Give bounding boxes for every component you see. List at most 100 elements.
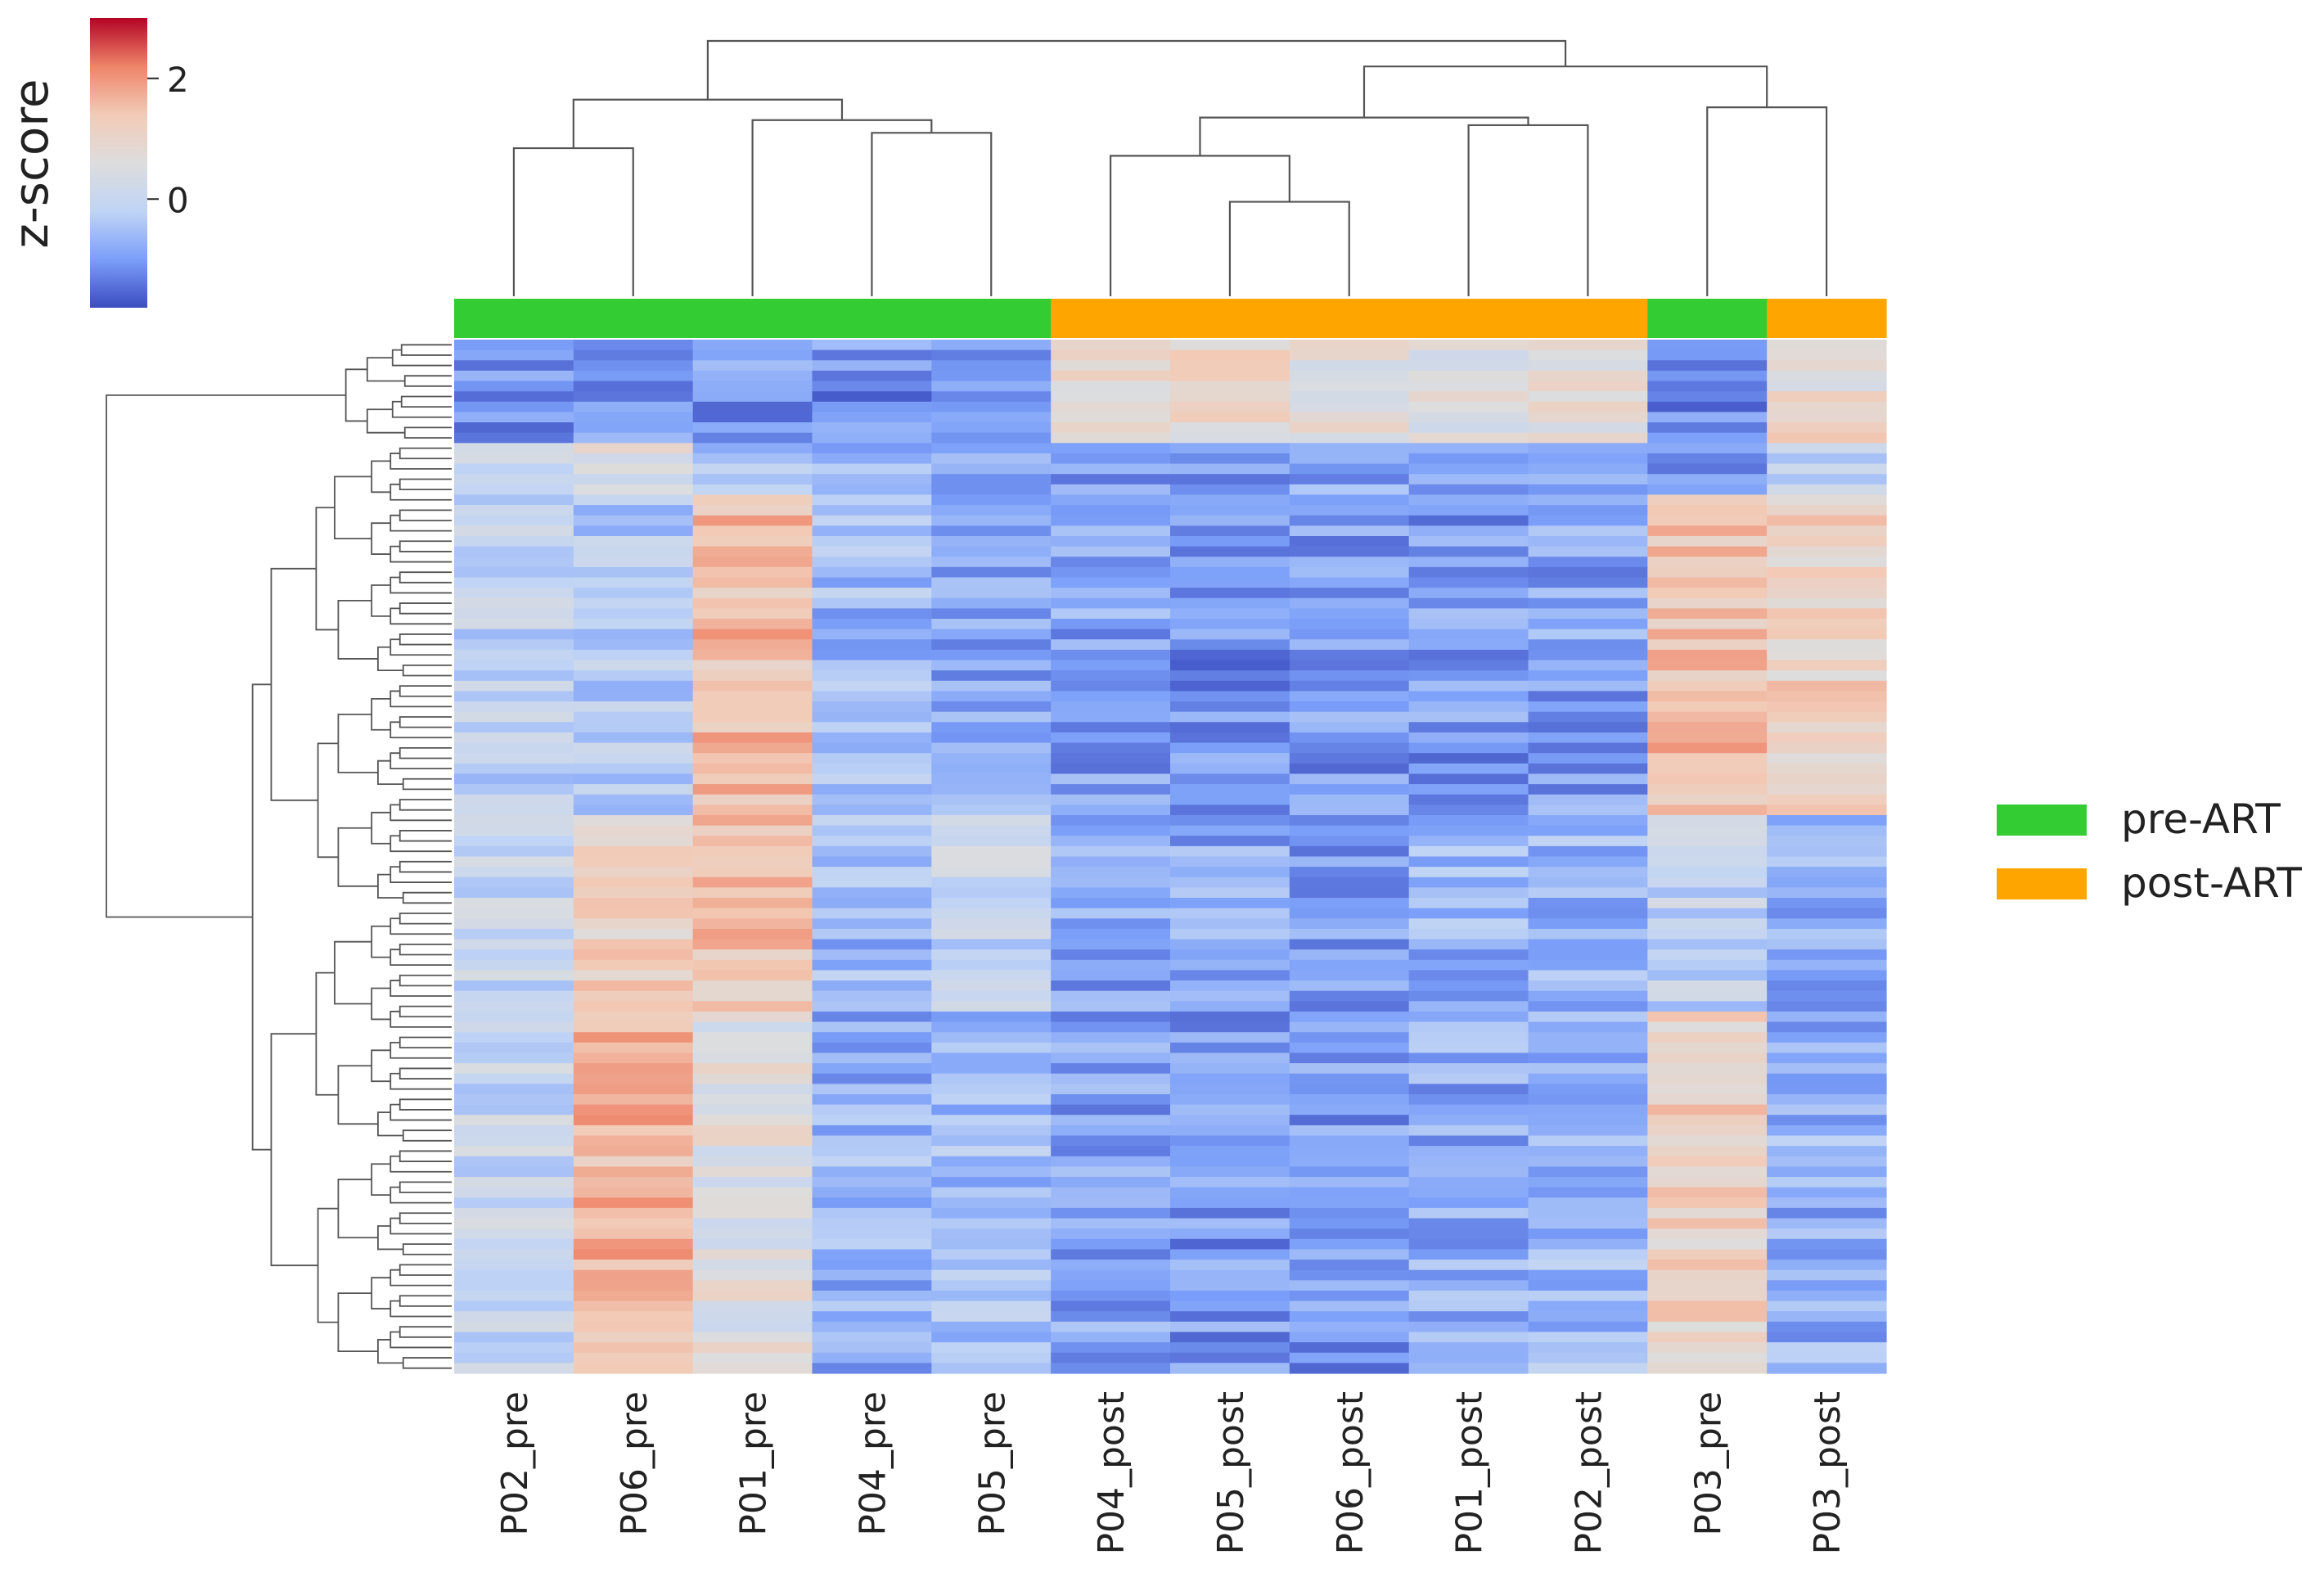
heatmap-cell [1528, 1166, 1648, 1178]
heatmap-cell [1170, 1093, 1290, 1106]
heatmap-cell [1289, 1084, 1410, 1095]
heatmap-cell [454, 1042, 574, 1054]
heatmap-cell [692, 1084, 813, 1095]
heatmap-cell [1051, 577, 1171, 588]
heatmap-cell [1408, 1156, 1529, 1167]
heatmap-cell [1408, 1260, 1529, 1271]
heatmap-cell [1051, 505, 1171, 516]
heatmap-cell [1408, 1218, 1529, 1229]
heatmap-cell [454, 877, 574, 888]
heatmap-cell [1647, 1093, 1768, 1106]
heatmap-cell [1408, 1104, 1529, 1116]
heatmap-cell [1647, 349, 1768, 361]
heatmap-cell [454, 949, 574, 961]
heatmap-cell [1051, 1104, 1171, 1116]
group-bar-cell [1170, 299, 1290, 338]
dendrogram-link [270, 1033, 318, 1267]
group-bar-cell [454, 299, 574, 338]
heatmap-cell [1528, 753, 1648, 764]
heatmap-cell [931, 980, 1052, 992]
heatmap-cell [1408, 898, 1529, 909]
heatmap-cell [692, 701, 813, 713]
heatmap-cell [1170, 1228, 1290, 1240]
heatmap-cell [1647, 805, 1768, 816]
group-bar-cell [931, 299, 1052, 338]
heatmap-cell [812, 1115, 932, 1126]
heatmap-cell [573, 1342, 694, 1354]
heatmap-cell [812, 1177, 932, 1188]
column-tick-labels: P02_pre P06_pre P01_pre P04_pre P05_pre P04_p… [494, 1391, 1849, 1555]
heatmap-cell [1408, 1084, 1529, 1095]
heatmap-cell [573, 1321, 694, 1333]
heatmap-cell [1051, 980, 1171, 992]
heatmap-cell [1647, 391, 1768, 403]
heatmap-cell [931, 1187, 1052, 1198]
heatmap-cell [454, 443, 574, 454]
heatmap-cell [573, 474, 694, 485]
heatmap-cell [454, 1052, 574, 1064]
heatmap-cell [1767, 588, 1887, 599]
heatmap-cell [812, 918, 932, 930]
heatmap-cell [573, 1218, 694, 1229]
heatmap-cell [1051, 1166, 1171, 1178]
column-tick-label: P01_pre [733, 1391, 775, 1536]
heatmap-cell [931, 597, 1052, 609]
colorbar-ticks: 20 [147, 60, 189, 220]
heatmap-cell [1170, 845, 1290, 858]
heatmap-cell [692, 340, 813, 351]
dendrogram-link [871, 132, 993, 296]
heatmap-cell [1408, 918, 1529, 930]
heatmap-cell [1647, 1021, 1768, 1033]
heatmap-cell [1647, 577, 1768, 588]
heatmap-cell [1408, 1001, 1529, 1012]
heatmap-cell [1767, 773, 1887, 785]
heatmap-cell [931, 360, 1052, 372]
heatmap-cell [1528, 1146, 1648, 1157]
heatmap-cell [1528, 1363, 1648, 1374]
heatmap-cell [454, 898, 574, 909]
heatmap-cell [812, 1300, 932, 1312]
heatmap-cell [692, 1321, 813, 1333]
heatmap-cell [1528, 949, 1648, 961]
heatmap-cell [1051, 867, 1171, 878]
heatmap-cell [1170, 391, 1290, 403]
heatmap-cell [454, 680, 574, 692]
heatmap-cell [1528, 814, 1648, 827]
heatmap-cell [1051, 1084, 1171, 1095]
column-tick-label: P06_pre [614, 1391, 655, 1536]
heatmap-cell [1528, 1332, 1648, 1343]
heatmap-cell [573, 794, 694, 805]
heatmap-cell [1051, 1311, 1171, 1323]
heatmap-cell [1767, 1052, 1887, 1064]
heatmap-cell [1647, 1104, 1768, 1116]
heatmap-cell [1051, 494, 1171, 506]
dendrogram-link [402, 1357, 452, 1369]
heatmap-cell [1647, 742, 1768, 754]
heatmap-cell [692, 474, 813, 485]
heatmap-cell [931, 763, 1052, 775]
heatmap-cell [1528, 1052, 1648, 1064]
heatmap-cell [1408, 1032, 1529, 1043]
dendrogram-link [371, 987, 391, 1021]
heatmap-cell [692, 836, 813, 847]
heatmap-cell [1408, 1280, 1529, 1291]
heatmap-cell [692, 1032, 813, 1043]
heatmap-cell [931, 349, 1052, 361]
heatmap-cell [931, 474, 1052, 485]
heatmap-cell [1170, 1207, 1290, 1219]
heatmap-cell [454, 928, 574, 940]
heatmap-cell [1767, 825, 1887, 836]
heatmap-cell [573, 691, 694, 702]
heatmap-cell [1767, 1125, 1887, 1137]
heatmap-cell [1647, 370, 1768, 382]
heatmap-cell [1767, 1363, 1887, 1374]
heatmap-cell [454, 784, 574, 796]
heatmap-cell [1528, 1135, 1648, 1147]
heatmap-cell [1647, 1311, 1768, 1323]
heatmap-cell [1408, 1021, 1529, 1033]
heatmap-cell [1767, 619, 1887, 630]
heatmap-cell [692, 515, 813, 526]
heatmap-cell [1408, 1073, 1529, 1084]
heatmap-cell [1528, 1032, 1648, 1043]
heatmap-cell [1408, 887, 1529, 899]
